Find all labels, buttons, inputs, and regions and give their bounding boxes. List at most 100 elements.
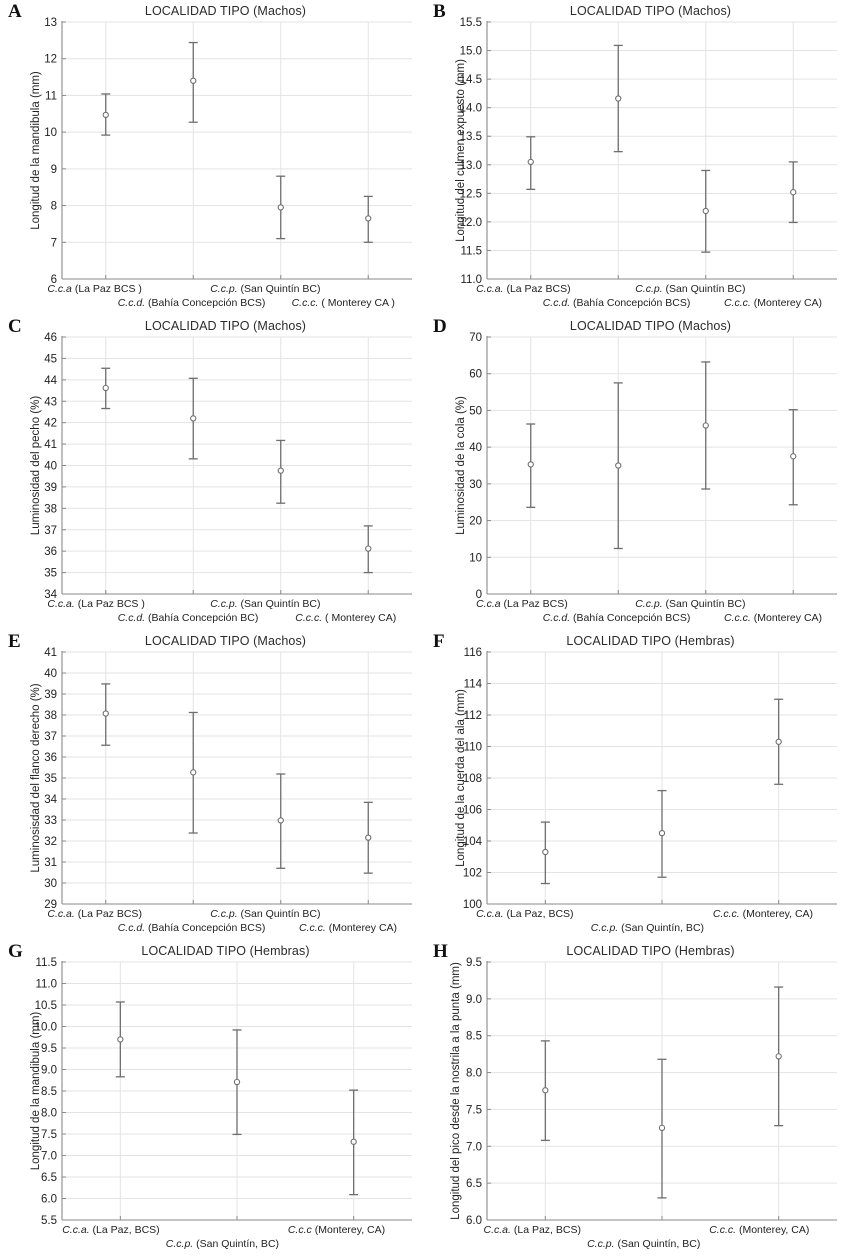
y-tick-label: 8.5 xyxy=(41,1086,57,1098)
y-tick-label: 10.0 xyxy=(35,1022,57,1034)
locality-name: (San Quintín, BC) xyxy=(614,1238,701,1250)
mean-marker xyxy=(615,95,622,102)
y-tick-label: 39 xyxy=(44,689,57,701)
panel-letter: B xyxy=(433,1,446,22)
y-tick-label: 106 xyxy=(463,805,482,817)
y-tick-label: 11.0 xyxy=(460,274,482,286)
x-axis-category-label: C.c.c. ( Monterey CA) xyxy=(295,612,396,624)
y-tick-label: 9.0 xyxy=(466,994,482,1006)
x-axis-category-label: C.c.d. (Bahía Concepción BCS) xyxy=(543,612,691,624)
error-bar-point xyxy=(540,1040,550,1142)
mean-marker xyxy=(702,207,709,215)
error-bar-point xyxy=(363,801,373,874)
x-axis-ticks xyxy=(105,275,369,279)
data-series xyxy=(101,683,373,874)
mean-marker xyxy=(190,77,197,84)
x-axis-category-label: C.c.a. (La Paz, BCS) xyxy=(62,1224,159,1236)
taxon-abbrev: C.c.a. xyxy=(47,908,75,920)
x-axis-ticks xyxy=(105,900,369,904)
taxon-abbrev: C.c.p. xyxy=(635,598,663,610)
mean-marker xyxy=(615,462,622,469)
error-bar-point xyxy=(788,161,798,224)
panel-d: D LOCALIDAD TIPO (Machos) 0 10 20 30 40 50 60 70 L… xyxy=(425,315,850,630)
y-tick-label: 6 xyxy=(51,274,57,286)
x-axis-category-label: C.c.p. (San Quintín, BC) xyxy=(587,1238,700,1250)
y-tick-label: 6.5 xyxy=(466,1178,482,1190)
error-bar-point xyxy=(657,1058,667,1199)
y-tick-label: 39 xyxy=(44,482,57,494)
y-tick-label: 112 xyxy=(464,710,482,722)
panel-e: E LOCALIDAD TIPO (Machos) 29 30 31 32 33 34 35 36… xyxy=(0,630,425,940)
y-tick-label: 37 xyxy=(44,731,57,743)
error-bar-point xyxy=(188,377,198,460)
panel-f: F LOCALIDAD TIPO (Hembras) 100 102 104 106 108… xyxy=(425,630,850,940)
locality-name: (San Quintín BC) xyxy=(662,283,746,295)
data-series xyxy=(101,367,373,574)
taxon-abbrev: C.c.d. xyxy=(117,612,146,624)
y-tick-label: 30 xyxy=(44,878,57,890)
x-axis-ticks xyxy=(105,590,369,594)
gridlines xyxy=(487,21,837,280)
y-axis-ticks: 6 7 8 9 10 11 12 13 xyxy=(44,17,66,286)
locality-name: (Monterey, CA) xyxy=(736,1224,810,1236)
taxon-abbrev: C.c.p. xyxy=(590,922,619,934)
panel-a: A LOCALIDAD TIPO (Machos) 6 7 8 9 10 11 12 13 Long… xyxy=(0,0,425,315)
y-tick-label: 40 xyxy=(469,442,482,454)
y-tick-label: 7.5 xyxy=(41,1129,57,1141)
x-axis-category-label: C.c.p. (San Quintín BC) xyxy=(635,283,745,295)
x-axis-category-label: C.c.p. (San Quintín BC) xyxy=(210,283,320,295)
error-bar-point xyxy=(101,683,111,746)
mean-marker xyxy=(702,422,709,429)
y-tick-label: 9 xyxy=(51,164,57,176)
locality-name: (San Quintín BC) xyxy=(662,598,746,610)
x-axis-category-label: C.c.a. (La Paz, BCS) xyxy=(484,1224,581,1236)
y-tick-label: 32 xyxy=(44,836,57,848)
y-tick-label: 12.0 xyxy=(460,217,482,229)
panel-c: C LOCALIDAD TIPO (Machos) 34 35 36 37 38 39 40 41… xyxy=(0,315,425,630)
y-axis-ticks: 29 30 31 32 33 34 35 36 37 38 39 40 41 xyxy=(44,647,66,911)
x-axis-category-label: C.c.a. (La Paz BCS) xyxy=(47,908,142,920)
gridlines xyxy=(62,21,412,280)
panel-title: LOCALIDAD TIPO (Hembras) xyxy=(566,944,735,958)
panel-title: LOCALIDAD TIPO (Machos) xyxy=(569,4,732,18)
gridlines xyxy=(62,651,412,905)
taxon-abbrev: C.c.p. xyxy=(210,598,238,610)
y-tick-label: 104 xyxy=(463,836,483,848)
y-tick-label: 13.0 xyxy=(460,160,482,172)
y-tick-label: 102 xyxy=(463,868,482,880)
panel-title: LOCALIDAD TIPO (Hembras) xyxy=(141,944,310,958)
plot-area-f: 100 102 104 106 108 110 112 114 116 xyxy=(463,647,837,911)
y-axis-ticks: 6.0 6.5 7.0 7.5 8.0 8.5 9.0 9.5 xyxy=(466,957,491,1227)
locality-name: (La Paz BCS) xyxy=(74,908,142,920)
taxon-abbrev: C.c.c. xyxy=(291,297,319,309)
y-tick-label: 11.5 xyxy=(460,245,482,257)
panel-letter: C xyxy=(8,316,22,337)
x-axis-category-label: C.c.d. (Bahía Concepción BCS) xyxy=(543,297,691,309)
y-tick-label: 70 xyxy=(469,332,482,344)
y-tick-label: 36 xyxy=(44,546,57,558)
plot-area-g: 5.5 6.0 6.5 7.0 7.5 8.0 8.5 9.0 9.5 10.0 10.5 11.0 1… xyxy=(35,957,412,1227)
y-tick-label: 7 xyxy=(51,237,57,249)
panel-title: LOCALIDAD TIPO (Machos) xyxy=(144,4,307,18)
error-bar-point xyxy=(276,175,286,240)
y-tick-label: 6.0 xyxy=(466,1215,482,1227)
taxon-abbrev: C.c.d. xyxy=(117,922,146,934)
x-axis-ticks xyxy=(530,590,794,594)
locality-name: (Bahía Concepción BC) xyxy=(145,612,259,624)
y-tick-label: 34 xyxy=(44,794,57,806)
locality-name: (Monterey CA) xyxy=(325,922,398,934)
y-tick-label: 31 xyxy=(44,857,57,869)
panel-letter: H xyxy=(433,941,448,962)
taxon-abbrev: C.c.c. xyxy=(709,1224,737,1236)
locality-name: ( Monterey CA ) xyxy=(318,297,395,309)
x-axis-category-label: C.c.a. (La Paz, BCS) xyxy=(476,908,573,920)
taxon-abbrev: C.c.p. xyxy=(635,283,663,295)
panel-title: LOCALIDAD TIPO (Machos) xyxy=(144,634,307,648)
mean-marker xyxy=(102,111,109,119)
x-axis-category-label: C.c.c. (Monterey, CA) xyxy=(713,908,813,920)
y-axis-label: Longitud del culmen expuesto (mm) xyxy=(455,59,467,242)
taxon-abbrev: C.c.a xyxy=(47,283,72,295)
y-tick-label: 11.5 xyxy=(35,957,57,969)
taxon-abbrev: C.c.p. xyxy=(210,908,238,920)
